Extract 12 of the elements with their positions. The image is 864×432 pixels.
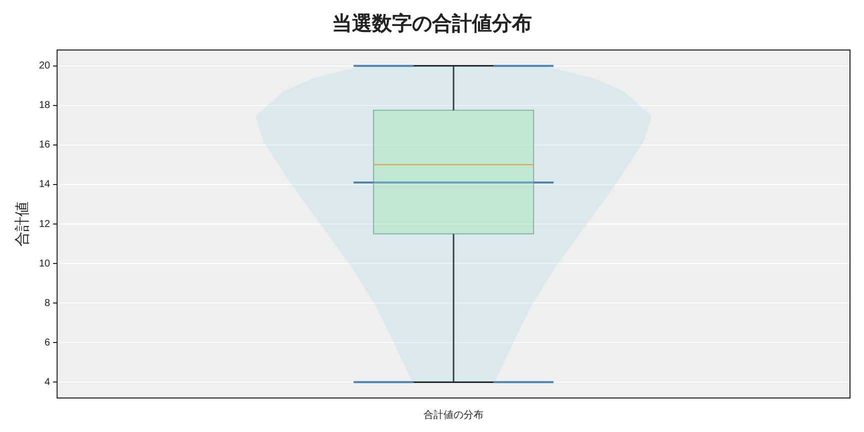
y-axis-title: 合計値 bbox=[14, 202, 32, 246]
y-tick-label: 6 bbox=[44, 337, 51, 348]
y-tick-label: 4 bbox=[44, 376, 51, 388]
y-tick-label: 10 bbox=[39, 258, 51, 270]
y-tick-label: 12 bbox=[39, 218, 51, 230]
y-tick-label: 14 bbox=[39, 179, 51, 190]
chart-title: 当選数字の合計値分布 bbox=[331, 10, 533, 37]
y-tick-label: 16 bbox=[39, 140, 51, 151]
y-tick-label: 8 bbox=[44, 298, 51, 309]
y-tick-label: 20 bbox=[39, 60, 51, 72]
y-tick-label: 18 bbox=[39, 100, 51, 112]
x-tick-label: 合計値の分布 bbox=[424, 408, 484, 421]
